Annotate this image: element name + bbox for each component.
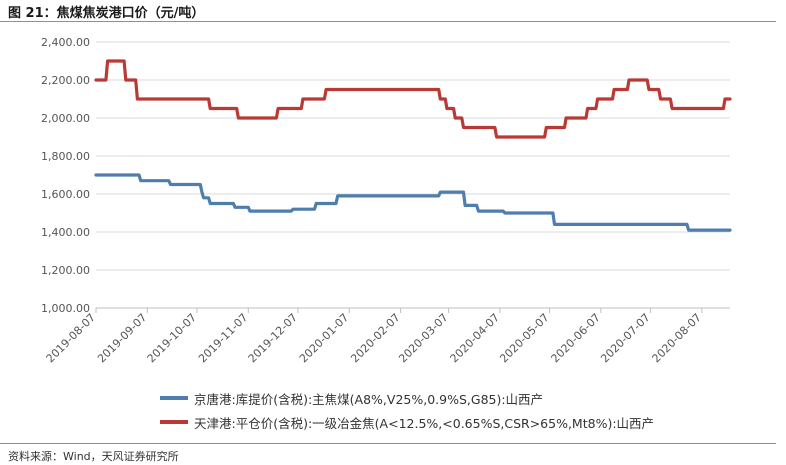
line-chart: 1,000.00 1,200.00 1,400.00 1,600.00 1,800.00… <box>41 36 732 365</box>
bottom-divider <box>0 443 776 444</box>
y-tick-label: 1,800.00 <box>41 150 90 163</box>
legend-label-tianjin: 天津港:平仓价(含税):一级冶金焦(A<12.5%,<0.65%S,CSR>65… <box>194 415 655 431</box>
legend-swatch-tianjin <box>160 420 188 424</box>
x-tick-label: 2019-08-07 <box>44 311 98 365</box>
x-tick-label: 2020-03-07 <box>396 311 450 365</box>
x-tick-label: 2020-06-07 <box>549 311 603 365</box>
top-divider <box>0 21 776 22</box>
x-tick-label: 2019-11-07 <box>196 311 250 365</box>
x-tick-label: 2020-02-07 <box>348 311 402 365</box>
series-line-jingtang <box>94 173 732 232</box>
x-tick-label: 2019-09-07 <box>95 311 149 365</box>
chart-legend: 京唐港:库提价(含税):主焦煤(A8%,V25%,0.9%S,G85):山西产 … <box>160 386 654 434</box>
legend-item-tianjin: 天津港:平仓价(含税):一级冶金焦(A<12.5%,<0.65%S,CSR>65… <box>160 410 654 434</box>
legend-swatch-jingtang <box>160 396 188 400</box>
x-tick-label: 2019-10-07 <box>145 311 199 365</box>
y-tick-label: 2,000.00 <box>41 112 90 125</box>
x-tick-label: 2020-07-07 <box>598 311 652 365</box>
y-tick-label: 2,400.00 <box>41 36 90 49</box>
x-tick-label: 2020-05-07 <box>497 311 551 365</box>
x-tick-label: 2020-01-07 <box>297 311 351 365</box>
y-tick-label: 1,200.00 <box>41 264 90 277</box>
x-tick-label: 2020-08-07 <box>650 311 704 365</box>
y-tick-label: 1,600.00 <box>41 188 90 201</box>
legend-item-jingtang: 京唐港:库提价(含税):主焦煤(A8%,V25%,0.9%S,G85):山西产 <box>160 386 654 410</box>
y-tick-label: 1,400.00 <box>41 226 90 239</box>
y-tick-label: 1,000.00 <box>41 302 90 315</box>
legend-label-jingtang: 京唐港:库提价(含税):主焦煤(A8%,V25%,0.9%S,G85):山西产 <box>194 391 544 407</box>
x-tick-label: 2019-12-07 <box>246 311 300 365</box>
y-tick-label: 2,200.00 <box>41 74 90 87</box>
chart-title: 图 21：焦煤焦炭港口价（元/吨） <box>8 6 205 21</box>
x-tick-label: 2020-04-07 <box>448 311 502 365</box>
series-line-tianjin <box>94 59 732 139</box>
source-note: 资料来源：Wind，天风证券研究所 <box>8 450 179 463</box>
